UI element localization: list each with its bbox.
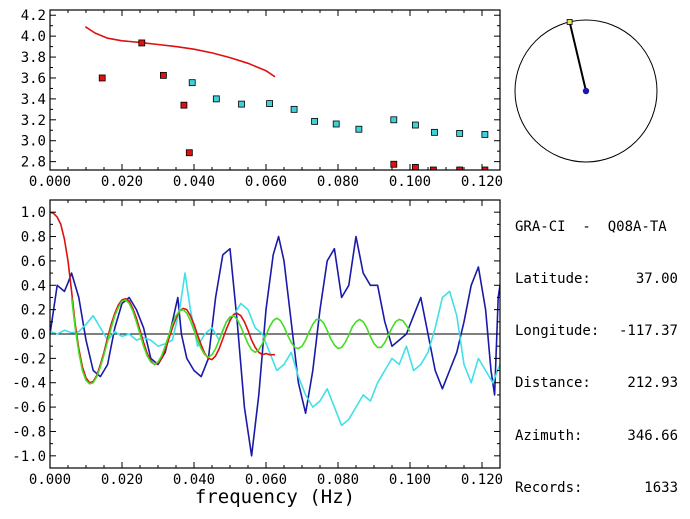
x-tick-label: 0.040 (173, 174, 215, 190)
info-label: Distance: (515, 375, 591, 392)
series-line (70, 297, 411, 385)
data-point (355, 125, 363, 133)
data-point (266, 100, 274, 107)
data-point (238, 100, 245, 108)
y-tick-label: 0.6 (21, 254, 46, 270)
y-tick-label: 3.8 (21, 50, 46, 66)
x-tick-label: 0.100 (389, 174, 431, 190)
data-point (429, 166, 437, 170)
data-point (212, 95, 220, 103)
y-tick-label: -0.8 (12, 424, 46, 440)
correlation-plot-ticks: 0.000 0.020 0.040 0.060 0.080 0.100 0.120 1.0 0.… (12, 200, 503, 488)
y-tick-label: 4.2 (21, 8, 46, 24)
info-value: 1633 (644, 479, 678, 496)
info-value: -117.37 (618, 323, 678, 340)
info-value: 212.93 (627, 375, 678, 392)
azimuth-needle-tip (566, 19, 573, 25)
x-axis-title: frequency (Hz) (195, 486, 355, 508)
dispersion-plot: 0.000 0.020 0.040 0.060 0.080 0.100 0.120 2.8 3.… (21, 8, 503, 190)
y-tick-label: -0.6 (12, 400, 46, 416)
y-tick-label: -0.2 (12, 351, 46, 367)
y-tick-label: 2.8 (21, 155, 46, 171)
data-point (332, 120, 340, 128)
data-point (180, 101, 188, 109)
x-tick-label: 0.020 (101, 174, 143, 190)
y-tick-label: -1.0 (12, 449, 46, 465)
info-row-longitude: Longitude: -117.37 (515, 323, 678, 340)
y-tick-label: 3.2 (21, 113, 46, 129)
azimuth-needle (568, 21, 587, 92)
x-tick-label: 0.080 (317, 472, 359, 488)
info-row-azimuth: Azimuth: 346.66 (515, 428, 678, 445)
info-row-latitude: Latitude: 37.00 (515, 271, 678, 288)
y-tick-label: 4.0 (21, 29, 46, 45)
station-pair-label: GRA-CI - Q08A-TA (515, 218, 667, 235)
correlation-plot-content (50, 211, 500, 457)
y-tick-label: 0.4 (21, 278, 46, 294)
dispersion-plot-ticks: 0.000 0.020 0.040 0.060 0.080 0.100 0.120 2.8 3.… (21, 8, 503, 190)
y-tick-label: -0.4 (12, 376, 46, 392)
data-point (185, 149, 193, 157)
station-info-panel: GRA-CI - Q08A-TA Latitude: 37.00 Longitu… (515, 184, 678, 515)
x-tick-label: 0.040 (173, 472, 215, 488)
y-tick-label: 3.4 (21, 92, 46, 108)
data-point (188, 79, 196, 87)
data-point (290, 105, 298, 113)
azimuth-dial (514, 19, 658, 163)
x-tick-label: 0.080 (317, 174, 359, 190)
x-tick-label: 0.060 (245, 472, 287, 488)
info-row-distance: Distance: 212.93 (515, 375, 678, 392)
y-tick-label: 0.8 (21, 230, 46, 246)
data-point (431, 128, 438, 136)
x-tick-label: 0.020 (101, 472, 143, 488)
x-tick-label: 0.120 (461, 472, 503, 488)
series-line (84, 26, 276, 78)
y-tick-label: 3.6 (21, 71, 46, 87)
x-tick-label: 0.060 (245, 174, 287, 190)
data-point (456, 166, 464, 170)
info-label: Azimuth: (515, 427, 583, 444)
x-tick-label: 0.100 (389, 472, 431, 488)
info-value: 37.00 (635, 271, 678, 288)
series-line (50, 235, 500, 457)
data-point (138, 39, 146, 47)
y-tick-label: 0.0 (21, 327, 46, 343)
y-tick-label: 3.0 (21, 134, 46, 150)
data-point (411, 121, 419, 129)
dispersion-plot-frame (49, 9, 501, 171)
x-tick-label: 0.000 (29, 174, 71, 190)
info-label: Longitude: (515, 323, 600, 340)
data-point (481, 166, 489, 170)
info-label: Records: (515, 479, 583, 496)
info-row-records: Records: 1633 (515, 480, 678, 497)
x-tick-label: 0.000 (29, 472, 71, 488)
y-tick-label: 0.2 (21, 303, 46, 319)
info-label: Latitude: (515, 271, 591, 288)
data-point (159, 71, 167, 79)
series-line (50, 272, 500, 427)
data-point (390, 160, 398, 168)
x-tick-label: 0.120 (461, 174, 503, 190)
data-point (98, 74, 106, 82)
data-point (311, 117, 319, 125)
data-point (456, 129, 464, 137)
dispersion-plot-content (84, 26, 489, 170)
y-tick-label: 1.0 (21, 205, 46, 221)
series-line (50, 211, 275, 384)
data-point (481, 131, 489, 138)
correlation-plot: 0.000 0.020 0.040 0.060 0.080 0.100 0.120 1.0 0.… (12, 199, 503, 508)
station-center-dot (582, 87, 590, 95)
azimuth-dial-ring (514, 19, 658, 163)
data-point (411, 163, 419, 170)
info-value: 346.66 (627, 427, 678, 444)
data-point (390, 116, 398, 124)
